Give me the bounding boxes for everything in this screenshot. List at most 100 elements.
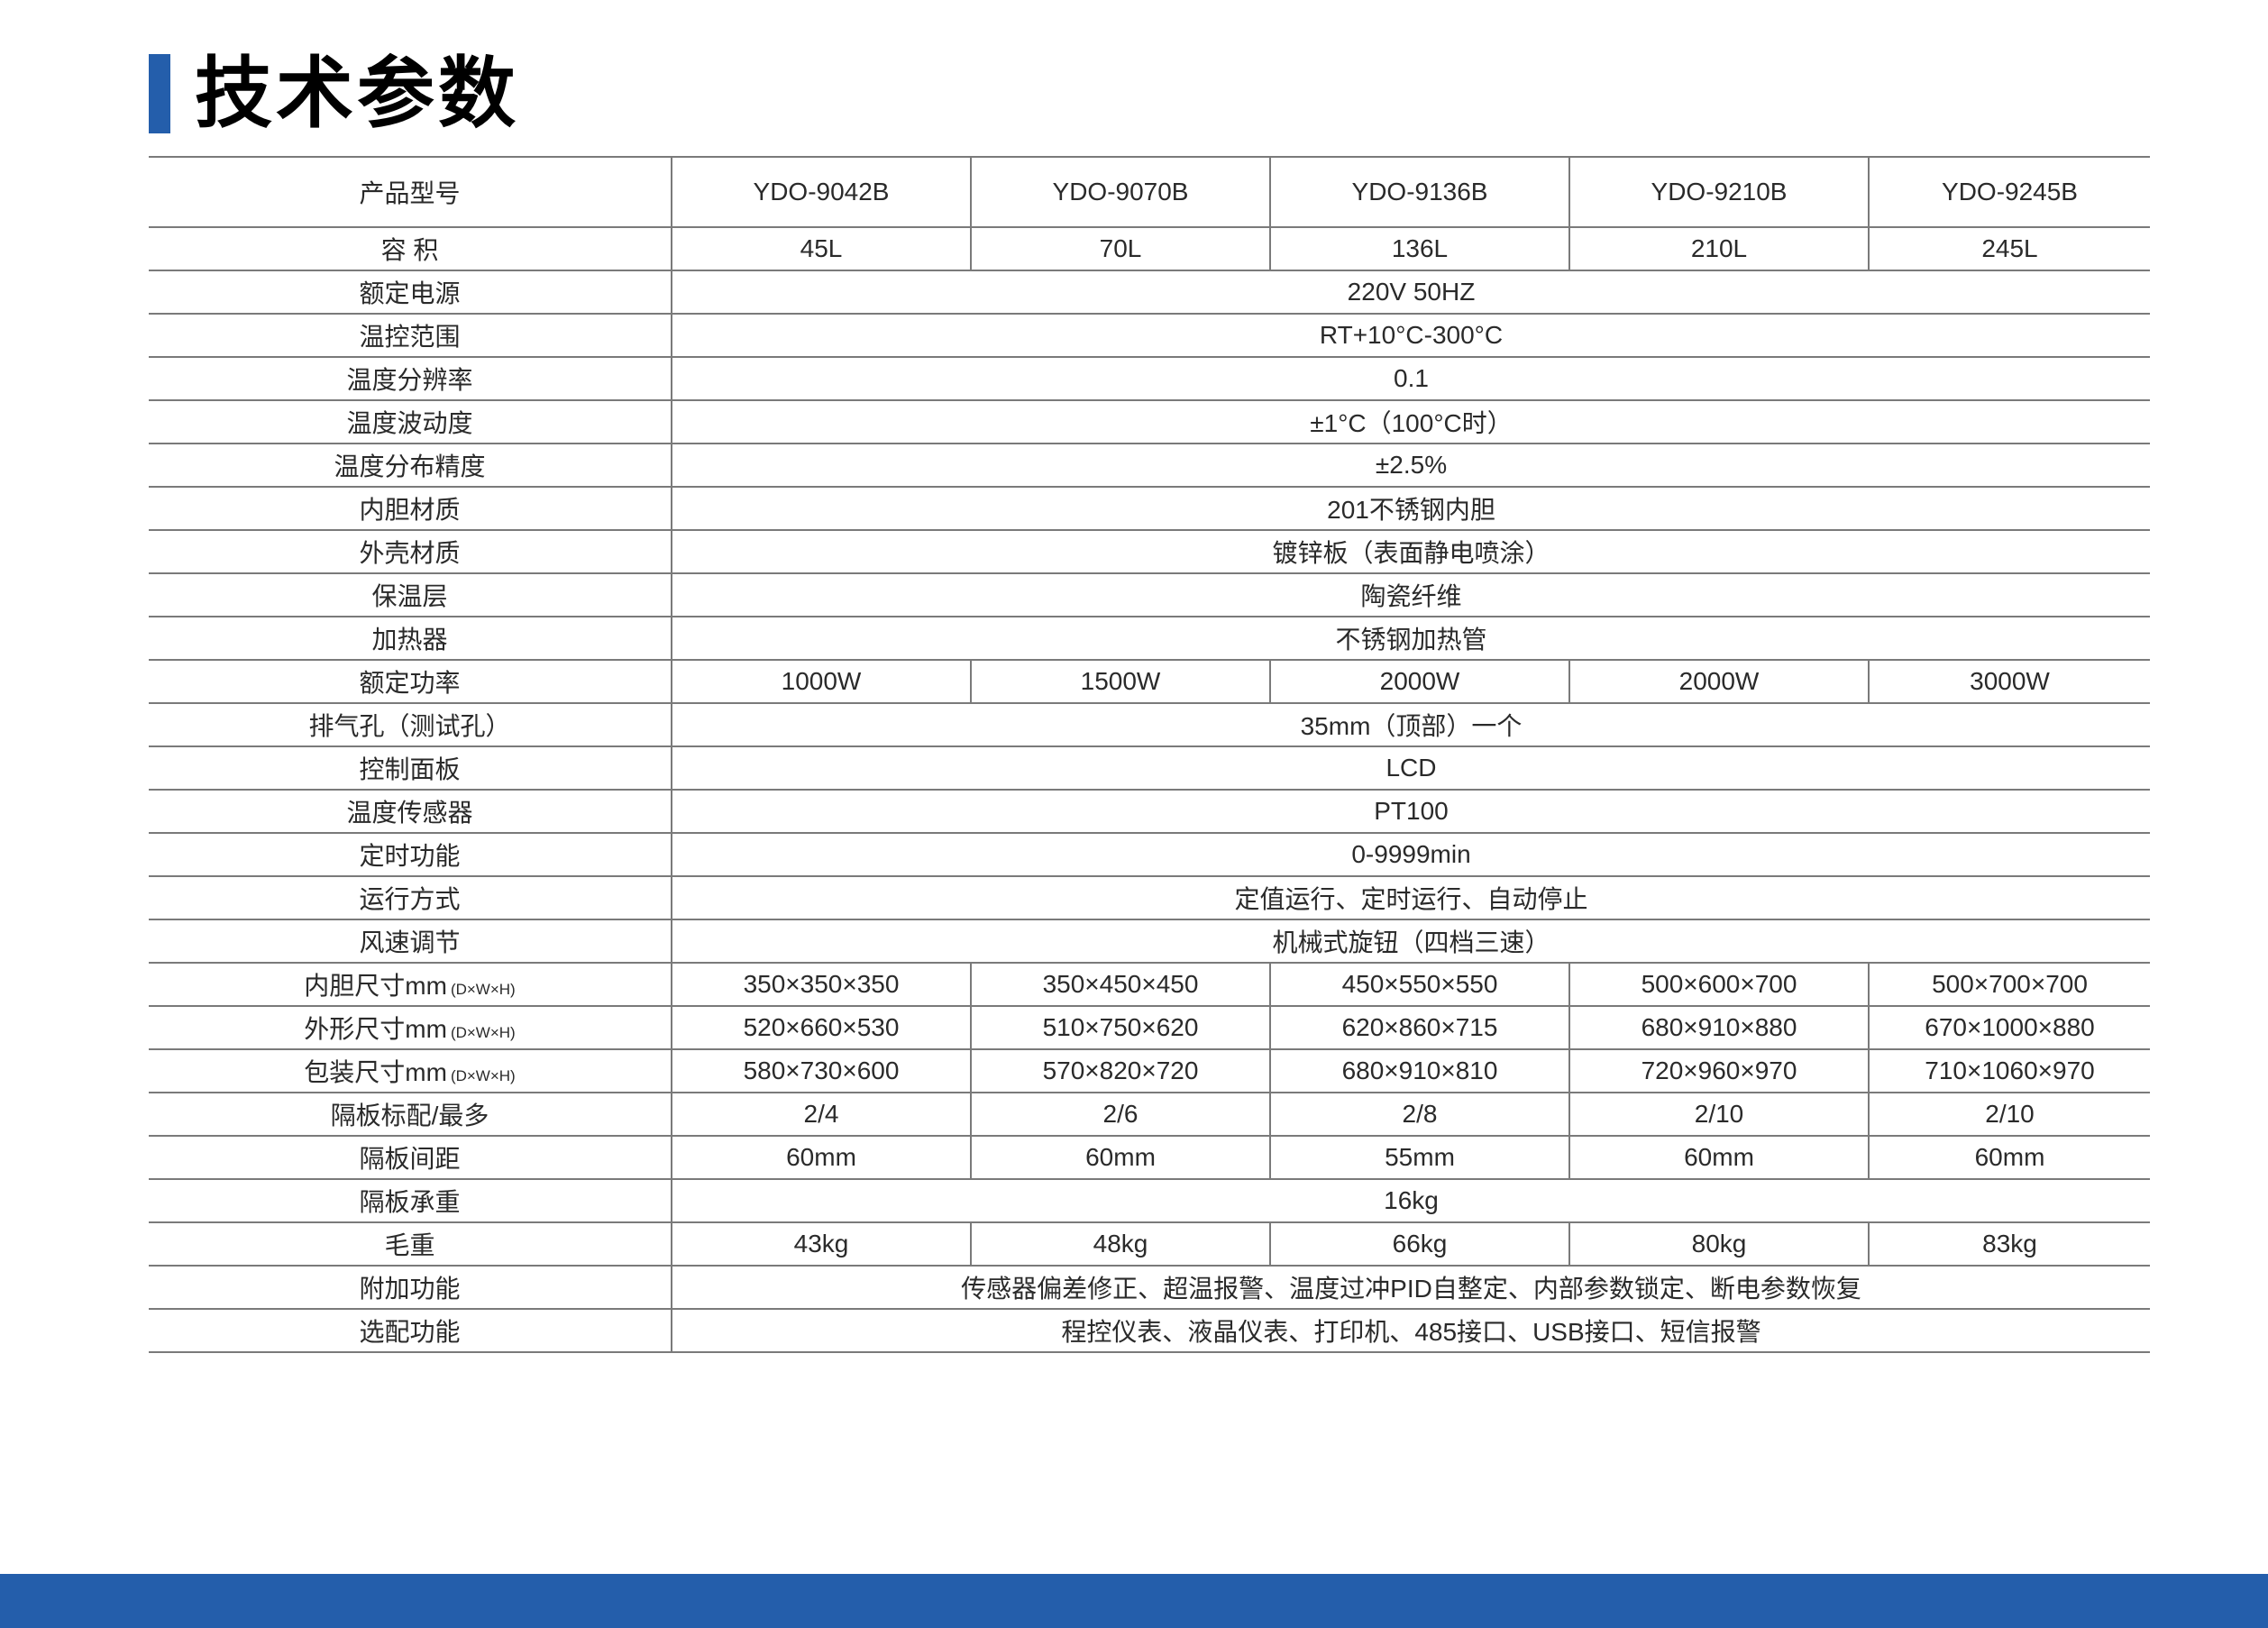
row-label: 容 积 (149, 226, 672, 271)
row-label: 温控范围 (149, 313, 672, 358)
table-row: 选配功能 程控仪表、液晶仪表、打印机、485接口、USB接口、短信报警 (149, 1308, 2150, 1353)
table-row: 容 积 45L 70L 136L 210L 245L (149, 226, 2150, 271)
table-row: 毛重 43kg 48kg 66kg 80kg 83kg (149, 1221, 2150, 1267)
cell-value: 2000W (1269, 659, 1569, 704)
table-row: 加热器 不锈钢加热管 (149, 616, 2150, 661)
model-header: YDO-9136B (1269, 156, 1569, 228)
spec-table: 产品型号 YDO-9042B YDO-9070B YDO-9136B YDO-9210B… (149, 156, 2150, 1353)
cell-value: 2/10 (1568, 1092, 1869, 1137)
merged-value: 220V 50HZ (671, 270, 2150, 315)
cell-value: 245L (1868, 226, 2150, 271)
header-row: 产品型号 YDO-9042B YDO-9070B YDO-9136B YDO-9210B… (149, 156, 2150, 228)
row-label: 附加功能 (149, 1265, 672, 1310)
cell-value: 2/8 (1269, 1092, 1569, 1137)
cell-value: 210L (1568, 226, 1869, 271)
row-label: 加热器 (149, 616, 672, 661)
cell-value: 43kg (671, 1221, 971, 1267)
row-label-text: 保温层 (371, 582, 448, 610)
model-header: YDO-9245B (1868, 156, 2150, 228)
table-row: 额定电源 220V 50HZ (149, 270, 2150, 315)
cell-value: 2000W (1568, 659, 1869, 704)
row-label-text: 加热器 (371, 626, 448, 654)
cell-value: 620×860×715 (1269, 1005, 1569, 1050)
row-label: 温度分辨率 (149, 356, 672, 401)
table-row: 包装尺寸mm (D×W×H) 580×730×600 570×820×720 680×9… (149, 1048, 2150, 1093)
merged-value: 陶瓷纤维 (671, 572, 2150, 617)
row-label-text: 内胆材质 (359, 496, 461, 524)
merged-value: 0.1 (671, 356, 2150, 401)
cell-value: 83kg (1868, 1221, 2150, 1267)
merged-value: 机械式旋钮（四档三速） (671, 919, 2150, 964)
table-row: 外壳材质 镀锌板（表面静电喷涂） (149, 529, 2150, 574)
row-label: 温度波动度 (149, 399, 672, 444)
cell-value: 680×910×880 (1568, 1005, 1869, 1050)
row-label: 温度分布精度 (149, 443, 672, 488)
table-row: 隔板承重 16kg (149, 1178, 2150, 1223)
merged-value: 定值运行、定时运行、自动停止 (671, 875, 2150, 920)
cell-value: 55mm (1269, 1135, 1569, 1180)
cell-value: 350×450×450 (970, 962, 1270, 1007)
merged-value: 35mm（顶部）一个 (671, 702, 2150, 747)
table-row: 内胆尺寸mm (D×W×H) 350×350×350 350×450×450 450×5… (149, 962, 2150, 1007)
row-label: 内胆尺寸mm (D×W×H) (149, 962, 672, 1007)
table-row: 温度传感器 PT100 (149, 789, 2150, 834)
cell-value: 70L (970, 226, 1270, 271)
row-label: 额定功率 (149, 659, 672, 704)
title-accent-bar (149, 54, 170, 133)
row-label: 内胆材质 (149, 486, 672, 531)
merged-value: PT100 (671, 789, 2150, 834)
cell-value: 710×1060×970 (1868, 1048, 2150, 1093)
cell-value: 680×910×810 (1269, 1048, 1569, 1093)
cell-value: 580×730×600 (671, 1048, 971, 1093)
row-label: 排气孔（测试孔） (149, 702, 672, 747)
row-label: 隔板标配/最多 (149, 1092, 672, 1137)
cell-value: 60mm (671, 1135, 971, 1180)
table-row: 定时功能 0-9999min (149, 832, 2150, 877)
cell-value: 45L (671, 226, 971, 271)
cell-value: 1500W (970, 659, 1270, 704)
row-label: 运行方式 (149, 875, 672, 920)
merged-value: RT+10°C-300°C (671, 313, 2150, 358)
unit-suffix: (D×W×H) (450, 1024, 516, 1041)
row-label: 保温层 (149, 572, 672, 617)
row-label: 额定电源 (149, 270, 672, 315)
model-header: YDO-9042B (671, 156, 971, 228)
unit-suffix: (D×W×H) (450, 1067, 516, 1084)
cell-value: 48kg (970, 1221, 1270, 1267)
cell-value: 510×750×620 (970, 1005, 1270, 1050)
table-row: 隔板间距 60mm 60mm 55mm 60mm 60mm (149, 1135, 2150, 1180)
row-label-text: 温度分辨率 (346, 366, 473, 394)
cell-value: 720×960×970 (1568, 1048, 1869, 1093)
row-label-text: 额定电源 (359, 279, 461, 307)
table-row: 温控范围 RT+10°C-300°C (149, 313, 2150, 358)
row-label-text: 隔板标配/最多 (330, 1102, 489, 1130)
row-label: 定时功能 (149, 832, 672, 877)
cell-value: 520×660×530 (671, 1005, 971, 1050)
row-label-text: 温控范围 (359, 323, 461, 351)
row-label-text: 温度传感器 (346, 799, 473, 827)
row-label: 毛重 (149, 1221, 672, 1267)
row-label-text: 内胆尺寸mm (304, 972, 447, 1000)
row-label-text: 运行方式 (359, 885, 461, 913)
cell-value: 2/6 (970, 1092, 1270, 1137)
header-label: 产品型号 (149, 156, 672, 228)
merged-value: ±1°C（100°C时） (671, 399, 2150, 444)
unit-suffix: (D×W×H) (450, 981, 516, 998)
row-label: 控制面板 (149, 745, 672, 791)
cell-value: 350×350×350 (671, 962, 971, 1007)
table-row: 温度波动度 ±1°C（100°C时） (149, 399, 2150, 444)
table-row: 外形尺寸mm (D×W×H) 520×660×530 510×750×620 620×8… (149, 1005, 2150, 1050)
footer-bar (0, 1574, 2268, 1628)
row-label-text: 温度波动度 (346, 409, 473, 437)
row-label-text: 毛重 (384, 1231, 435, 1259)
row-label-text: 温度分布精度 (334, 453, 486, 480)
model-header: YDO-9210B (1568, 156, 1869, 228)
cell-value: 450×550×550 (1269, 962, 1569, 1007)
row-label: 风速调节 (149, 919, 672, 964)
cell-value: 60mm (1568, 1135, 1869, 1180)
model-header: YDO-9070B (970, 156, 1270, 228)
row-label-text: 风速调节 (359, 928, 461, 956)
cell-value: 60mm (1868, 1135, 2150, 1180)
row-label-text: 排气孔（测试孔） (308, 712, 511, 740)
row-label-text: 包装尺寸mm (304, 1058, 447, 1086)
